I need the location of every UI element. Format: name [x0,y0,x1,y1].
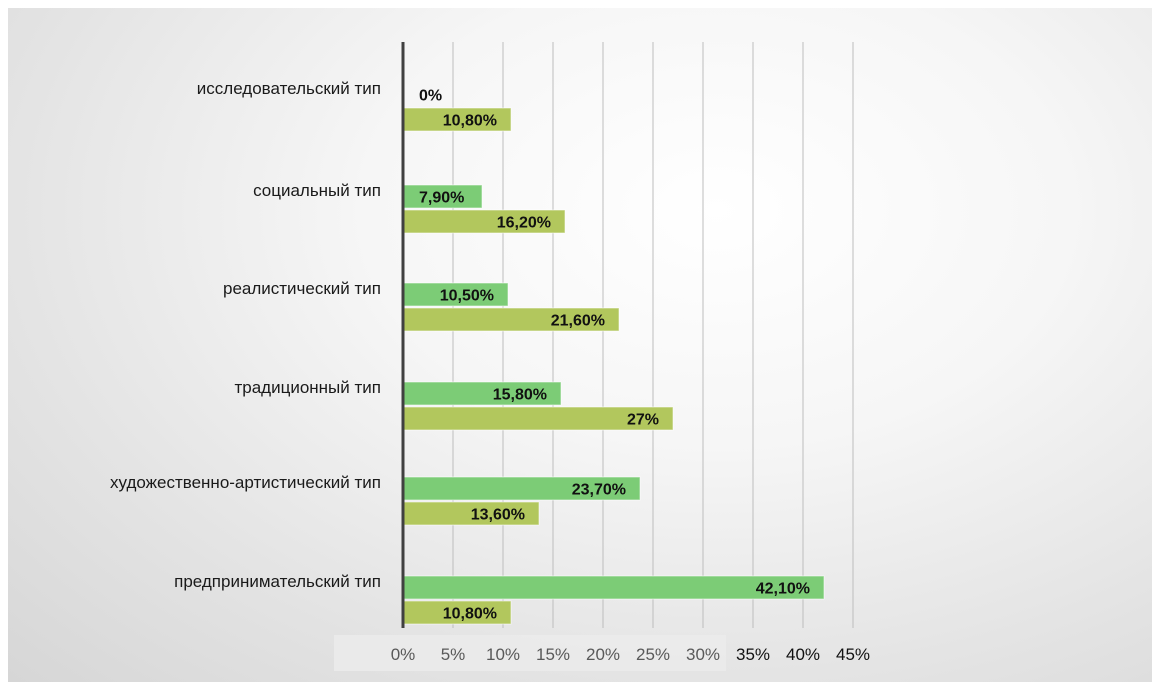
category-label: художественно-артистический тип [110,473,381,492]
x-tick-label: 45% [836,645,870,664]
bars [402,107,825,625]
data-label: 15,80% [493,387,547,404]
x-tick-label: 25% [636,645,670,664]
data-label: 16,20% [497,215,551,232]
data-label: 27% [627,412,659,429]
data-label: 10,50% [440,288,494,305]
x-tick-label: 0% [391,645,416,664]
data-label: 13,60% [471,507,525,524]
bar-chart: исследовательский тип социальный тип реали… [110,42,870,671]
category-label: социальный тип [253,181,381,200]
axis-label-backdrop [334,635,726,671]
x-tick-label: 15% [536,645,570,664]
category-labels: исследовательский тип социальный тип реали… [110,79,381,591]
data-label: 7,90% [419,190,464,207]
category-label: предпринимательский тип [174,572,381,591]
x-tick-label: 5% [441,645,466,664]
value-labels: 0%10,80%7,90%16,20%10,50%21,60%15,80%27%… [419,88,810,623]
x-tick-labels: 0% 5% 10% 15% 20% 25% 30% 35% 40% 45% [391,645,870,664]
x-tick-label: 20% [586,645,620,664]
category-label: традиционный тип [234,378,381,397]
x-tick-label: 30% [686,645,720,664]
data-label: 42,10% [756,581,810,598]
x-tick-label: 35% [736,645,770,664]
category-label: исследовательский тип [197,79,381,98]
chart-area: исследовательский тип социальный тип реали… [8,8,1152,682]
x-tick-label: 40% [786,645,820,664]
x-tick-label: 10% [486,645,520,664]
data-label: 0% [419,88,442,105]
data-label: 21,60% [551,313,605,330]
gridlines [452,42,854,628]
category-label: реалистический тип [223,279,381,298]
data-label: 10,80% [443,606,497,623]
data-label: 10,80% [443,113,497,130]
data-label: 23,70% [572,482,626,499]
